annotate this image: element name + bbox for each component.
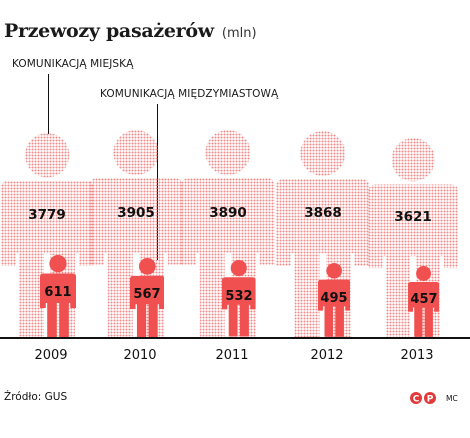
- urban-value-2013: 3621: [394, 209, 432, 226]
- intercity-figure-2012-shape: [317, 263, 351, 337]
- urban-value-2009: 3779: [28, 206, 66, 223]
- legend-urban-leader: [48, 74, 49, 134]
- urban-value-2012: 3868: [304, 205, 342, 222]
- intercity-figure-2010: [129, 258, 165, 337]
- intercity-value-2013: 457: [410, 292, 438, 308]
- legend-intercity-label: KOMUNIKACJĄ MIĘDZYMIASTOWĄ: [100, 88, 279, 100]
- urban-value-2011: 3890: [209, 204, 247, 221]
- x-tick-2011: 2011: [215, 348, 249, 363]
- intercity-value-2011: 532: [225, 288, 253, 304]
- intercity-figure-2010-shape: [129, 258, 165, 337]
- intercity-figure-2012: [317, 263, 351, 337]
- x-tick-2012: 2012: [310, 348, 344, 363]
- chart-title-unit: (mln): [221, 26, 257, 41]
- intercity-value-2012: 495: [320, 290, 348, 306]
- intercity-figure-2013: [408, 266, 440, 337]
- chart-title-text: Przewozy pasażerów: [4, 20, 214, 42]
- source-note: Źródło: GUS: [4, 391, 68, 403]
- x-tick-2010: 2010: [123, 348, 157, 363]
- intercity-figure-2011: [222, 260, 256, 337]
- legend-urban-label: KOMUNIKACJĄ MIEJSKĄ: [12, 58, 134, 70]
- intercity-value-2009: 611: [44, 285, 72, 301]
- intercity-figure-2011-shape: [222, 260, 256, 337]
- svg-text:P: P: [427, 395, 434, 405]
- intercity-figure-2009-shape: [40, 255, 76, 337]
- x-tick-2013: 2013: [400, 348, 434, 363]
- author-credit: MC: [446, 394, 458, 403]
- intercity-value-2010: 567: [133, 287, 161, 303]
- intercity-figure-2009: [40, 255, 76, 337]
- intercity-figure-2013-shape: [408, 266, 440, 337]
- svg-text:C: C: [413, 395, 420, 405]
- x-axis-baseline: [0, 337, 470, 339]
- cp-logo-icon: C P: [409, 390, 439, 409]
- x-tick-2009: 2009: [34, 348, 68, 363]
- urban-value-2010: 3905: [117, 204, 155, 221]
- chart-title: Przewozy pasażerów (mln): [4, 20, 257, 42]
